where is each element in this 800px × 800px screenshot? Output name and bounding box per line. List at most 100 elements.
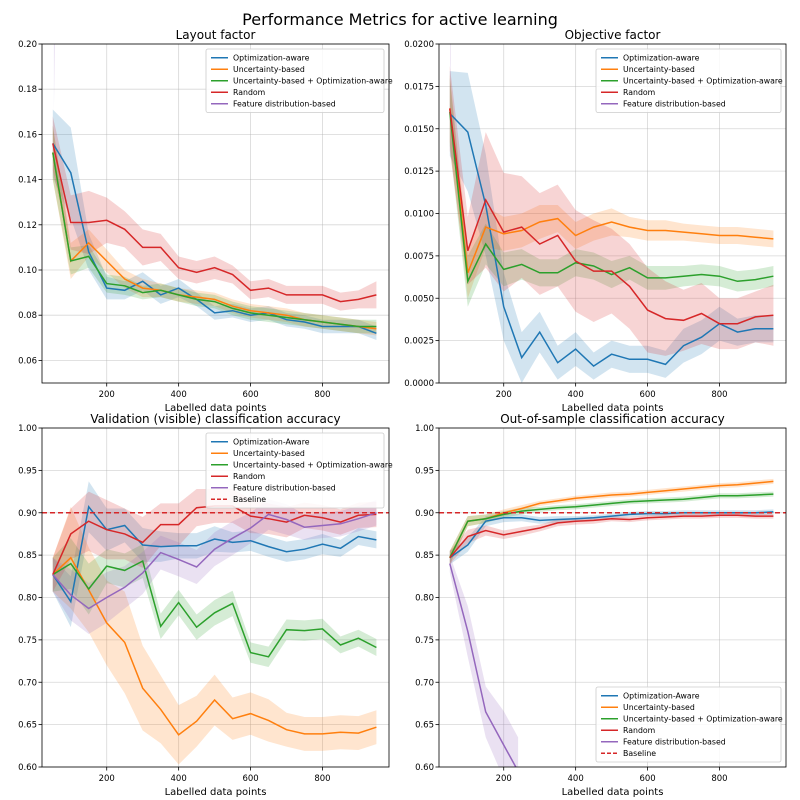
subplot-title: Layout factor — [176, 28, 256, 42]
series-line-random — [449, 514, 774, 559]
x-tick-label: 600 — [639, 390, 655, 400]
legend-label: Optimization-Aware — [233, 438, 310, 447]
series-line-random — [52, 143, 377, 303]
x-tick-label: 200 — [99, 390, 115, 400]
y-tick-label: 0.80 — [18, 594, 37, 604]
series-line-uncertainty-based-optimization-aware — [449, 111, 774, 285]
y-tick-label: 0.75 — [415, 636, 434, 646]
x-tick-label: 400 — [171, 390, 187, 400]
legend: Optimization-Aware Uncertainty-based Uncer… — [595, 686, 783, 763]
y-tick-label: 0.0150 — [404, 125, 434, 135]
y-tick-label: 0.90 — [415, 509, 434, 519]
band-uncertainty-based-optimization-aware — [449, 491, 774, 565]
y-tick-label: 1.00 — [18, 424, 37, 434]
y-tick-label: 0.70 — [18, 678, 37, 688]
y-tick-label: 0.20 — [18, 40, 37, 50]
legend-label: Random — [623, 726, 655, 735]
y-tick-label: 0.95 — [18, 466, 37, 476]
y-tick-label: 0.60 — [415, 763, 434, 773]
series-line-uncertainty-based-optimization-aware — [52, 152, 377, 328]
legend-label: Uncertainty-based — [623, 703, 695, 712]
x-axis-label: Labelled data points — [165, 787, 267, 798]
legend-box — [595, 686, 782, 763]
band-uncertainty-based-optimization-aware — [449, 77, 774, 307]
y-tick-label: 0.85 — [415, 551, 434, 561]
legend-label: Uncertainty-based + Optimization-aware — [233, 461, 393, 470]
legend-label: Random — [623, 88, 655, 97]
x-tick-label: 400 — [171, 774, 187, 784]
legend-label: Uncertainty-based + Optimization-aware — [233, 77, 393, 86]
y-tick-label: 0.65 — [18, 721, 37, 731]
legend-label: Baseline — [233, 495, 266, 504]
y-tick-label: 0.0025 — [404, 337, 434, 347]
legend: Optimization-aware Uncertainty-based Uncer… — [595, 48, 783, 113]
subplot-2: 200 400 600 800 0.0000 0.0025 0.0050 0.0075 0.01… — [404, 28, 787, 414]
figure-title: Performance Metrics for active learning — [242, 10, 558, 29]
y-tick-label: 0.80 — [415, 594, 434, 604]
series-line-feature-distribution-based — [449, 563, 517, 767]
y-tick-label: 0.18 — [18, 85, 37, 95]
x-axis-label: Labelled data points — [165, 403, 267, 414]
band-random — [52, 116, 377, 311]
band-random — [449, 512, 774, 565]
band-feature-distribution-based — [450, 44, 451, 95]
y-tick-label: 0.08 — [18, 311, 37, 321]
y-tick-label: 0.60 — [18, 763, 37, 773]
y-tick-label: 0.14 — [18, 176, 37, 186]
subplot-title: Objective factor — [565, 28, 661, 42]
subplot-title: Out-of-sample classification accuracy — [500, 412, 725, 426]
series-line-random — [449, 108, 774, 325]
legend-label: Random — [233, 472, 265, 481]
band-optimization-aware — [52, 481, 377, 628]
y-tick-label: 0.16 — [18, 130, 37, 140]
legend-label: Uncertainty-based + Optimization-aware — [623, 77, 783, 86]
series-line-uncertainty-based — [449, 108, 774, 274]
x-tick-label: 400 — [568, 774, 584, 784]
y-tick-label: 0.95 — [415, 466, 434, 476]
y-tick-label: 0.0175 — [404, 82, 434, 92]
axes-frame — [41, 43, 390, 384]
legend-label: Optimization-aware — [623, 54, 700, 63]
band-random — [449, 66, 774, 356]
y-tick-label: 0.85 — [18, 551, 37, 561]
subplot-3: 200 400 600 800 0.60 0.65 0.70 0.75 0.80 0.85 0.90… — [18, 412, 393, 798]
x-tick-label: 200 — [99, 774, 115, 784]
x-tick-label: 800 — [711, 774, 727, 784]
series-line-feature-distribution-based — [52, 512, 377, 610]
y-tick-label: 0.06 — [18, 356, 37, 366]
legend-label: Feature distribution-based — [623, 738, 726, 747]
band-uncertainty-based — [449, 74, 774, 299]
legend-box — [205, 48, 385, 113]
legend-label: Feature distribution-based — [623, 100, 726, 109]
x-tick-label: 800 — [711, 390, 727, 400]
band-feature-distribution-based — [52, 499, 377, 634]
x-tick-label: 600 — [639, 774, 655, 784]
subplot-1: 200 400 600 800 0.06 0.08 0.10 0.12 0.14 0.16 0.18… — [18, 28, 393, 414]
legend: Optimization-Aware Uncertainty-based Uncer… — [205, 432, 393, 509]
y-tick-label: 0.0050 — [404, 294, 434, 304]
x-axis-label: Labelled data points — [562, 787, 664, 798]
series-line-uncertainty-based-optimization-aware — [52, 560, 377, 658]
legend-label: Optimization-aware — [233, 54, 310, 63]
y-tick-label: 1.00 — [415, 424, 434, 434]
legend-label: Baseline — [623, 749, 656, 758]
y-tick-label: 0.0075 — [404, 252, 434, 262]
y-tick-label: 0.0100 — [404, 210, 434, 220]
y-tick-label: 0.0000 — [404, 379, 434, 389]
band-feature-distribution-based — [53, 44, 55, 112]
legend: Optimization-aware Uncertainty-based Uncer… — [205, 48, 393, 113]
plot-area — [42, 481, 389, 765]
legend-box — [595, 48, 782, 113]
x-tick-label: 200 — [496, 774, 512, 784]
x-tick-label: 600 — [242, 774, 258, 784]
series-line-uncertainty-based — [52, 556, 377, 736]
legend-label: Uncertainty-based — [623, 65, 695, 74]
plot-area — [52, 44, 377, 341]
y-tick-label: 0.70 — [415, 678, 434, 688]
y-tick-label: 0.0125 — [404, 167, 434, 177]
plot-area — [449, 44, 774, 383]
band-uncertainty-based-optimization-aware — [52, 538, 377, 667]
series-line-feature-distribution-based — [53, 44, 55, 45]
legend-box — [205, 432, 385, 509]
y-tick-label: 0.90 — [18, 509, 37, 519]
